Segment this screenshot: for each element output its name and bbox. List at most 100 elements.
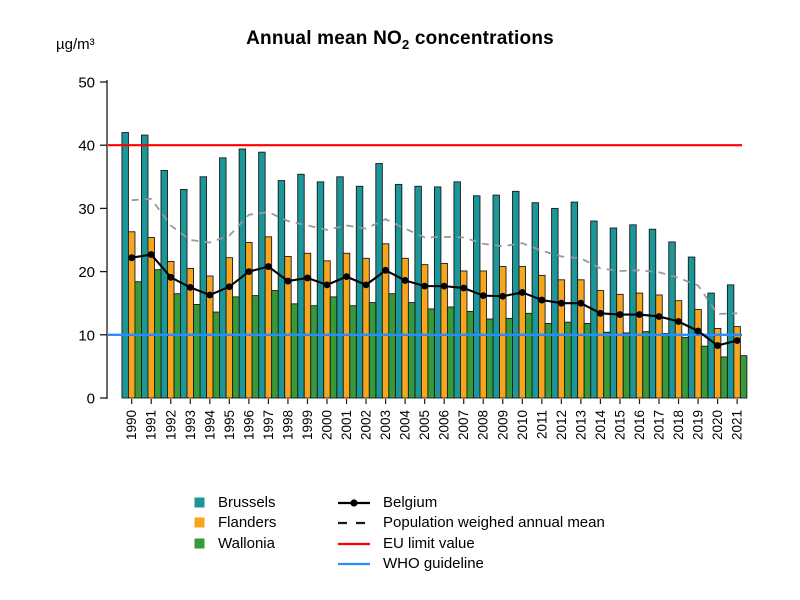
bar-flanders-2019	[694, 309, 702, 399]
belgium-point-2011	[538, 296, 546, 304]
bar-flanders-2012	[557, 279, 566, 399]
x-axis-year-label: 1991	[144, 410, 159, 440]
bar-brussels-2016	[629, 224, 637, 399]
legend-label: Wallonia	[218, 534, 275, 552]
belgium-point-1998	[284, 277, 292, 285]
y-axis-tick-label: 20	[78, 264, 95, 281]
bar-brussels-1996	[238, 148, 247, 399]
bar-brussels-2004	[394, 183, 403, 399]
y-axis-tick-label: 50	[78, 75, 95, 92]
belgium-point-2021	[733, 337, 741, 344]
bar-wallonia-2004	[407, 302, 416, 399]
x-axis-year-label: 2008	[476, 410, 491, 440]
bar-wallonia-2006	[446, 306, 455, 399]
bar-flanders-2011	[538, 274, 546, 399]
belgium-point-1999	[304, 274, 311, 282]
belgium-point-1995	[225, 283, 233, 291]
legend-line-swatch	[338, 542, 370, 545]
bar-brussels-2006	[433, 186, 442, 399]
y-axis-unit-label: µg/m³	[56, 36, 95, 53]
bar-wallonia-2002	[368, 302, 377, 399]
x-axis-year-label: 2003	[378, 410, 393, 440]
bar-brussels-2005	[414, 185, 422, 399]
x-axis-year-label: 2013	[573, 410, 588, 440]
legend-line-swatch	[338, 562, 370, 565]
legend-label: Flanders	[218, 514, 277, 532]
bar-wallonia-1999	[310, 305, 318, 399]
belgium-point-2006	[440, 282, 448, 290]
legend-label: EU limit value	[383, 534, 475, 552]
x-axis-year-label: 2007	[456, 410, 471, 440]
bar-flanders-1997	[264, 236, 273, 399]
bar-wallonia-2000	[329, 296, 338, 399]
legend-item-population-weighed-annual-mean: Population weighed annual mean	[338, 514, 605, 532]
belgium-point-2010	[518, 289, 526, 296]
bar-brussels-2011	[531, 202, 540, 399]
bar-flanders-2010	[518, 266, 526, 399]
bar-wallonia-2017	[661, 333, 670, 399]
belgium-point-2003	[382, 266, 389, 274]
belgium-point-2012	[557, 299, 565, 307]
belgium-point-2013	[577, 299, 585, 307]
bar-brussels-2013	[570, 201, 579, 399]
bar-wallonia-1993	[193, 304, 201, 399]
y-axis-tick-label: 0	[87, 391, 95, 408]
y-axis-tick-label: 10	[78, 327, 95, 344]
legend-item-belgium: Belgium	[338, 494, 437, 512]
legend-item-brussels: Brussels	[194, 494, 276, 512]
bar-flanders-2013	[577, 279, 585, 399]
bar-brussels-2002	[355, 185, 364, 399]
bar-wallonia-2019	[700, 345, 709, 399]
belgium-point-1992	[167, 273, 175, 281]
x-axis-year-label: 2016	[632, 410, 647, 440]
bar-flanders-2002	[362, 257, 370, 399]
x-axis-year-label: 1990	[124, 410, 139, 440]
x-axis-year-label: 1992	[163, 410, 178, 440]
bar-flanders-2003	[381, 243, 390, 399]
legend-dashed-swatch	[338, 522, 370, 525]
bar-brussels-2001	[336, 176, 344, 399]
belgium-point-2018	[675, 318, 682, 325]
legend-item-wallonia: Wallonia	[194, 535, 275, 553]
belgium-point-1991	[147, 251, 155, 258]
belgium-point-2014	[597, 309, 604, 317]
legend-label: Brussels	[218, 494, 276, 511]
legend-label: WHO guideline	[383, 554, 484, 572]
x-axis-year-label: 2001	[339, 410, 354, 440]
bar-wallonia-2010	[525, 312, 533, 399]
bar-wallonia-2018	[681, 336, 689, 399]
bar-wallonia-2009	[505, 317, 513, 399]
legend-square-swatch	[194, 538, 205, 549]
x-axis-year-label: 2018	[671, 410, 686, 440]
bar-brussels-1997	[258, 151, 266, 399]
bar-wallonia-2008	[486, 318, 494, 399]
bar-wallonia-1992	[173, 293, 181, 399]
population-weighed-line	[131, 197, 738, 315]
x-axis-year-label: 2004	[398, 410, 413, 441]
belgium-point-2007	[460, 284, 468, 292]
x-axis-year-label: 1994	[202, 410, 217, 441]
bar-flanders-2016	[635, 292, 644, 399]
bar-wallonia-1996	[251, 295, 260, 399]
bar-wallonia-1990	[134, 281, 142, 399]
bar-wallonia-1995	[232, 296, 240, 399]
bar-wallonia-2001	[349, 305, 357, 399]
x-axis-year-label: 1999	[300, 410, 315, 440]
title-prefix: Annual mean NO	[246, 28, 402, 49]
x-axis-year-label: 2006	[437, 410, 452, 440]
bar-flanders-1996	[245, 242, 253, 399]
belgium-point-1997	[265, 263, 272, 270]
x-axis-year-label: 1997	[261, 410, 276, 440]
bar-flanders-1995	[225, 257, 234, 399]
legend-square-swatch	[194, 497, 205, 508]
belgium-point-2004	[401, 277, 409, 284]
bar-flanders-2009	[499, 266, 507, 399]
bar-wallonia-2015	[622, 332, 631, 399]
x-axis-year-label: 2009	[495, 410, 510, 440]
bar-wallonia-1998	[290, 303, 299, 399]
bar-wallonia-2013	[583, 322, 592, 399]
belgium-point-2008	[479, 292, 487, 300]
legend-label: Population weighed annual mean	[383, 514, 605, 532]
